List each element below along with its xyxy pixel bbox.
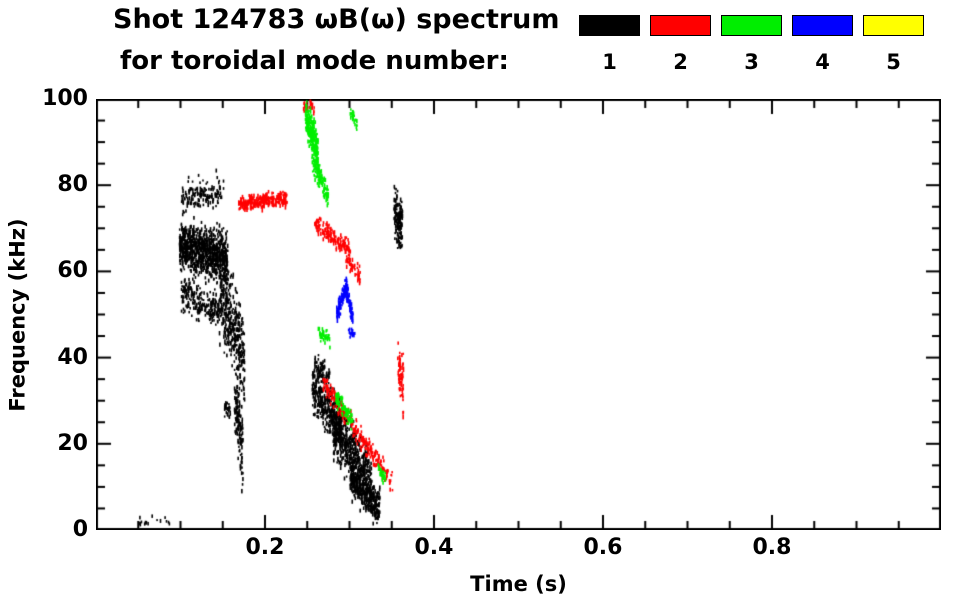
y-tick-label: 100 (42, 86, 88, 111)
legend-swatch-2 (650, 15, 711, 36)
y-tick-label: 60 (57, 258, 88, 284)
y-tick-label: 0 (72, 517, 88, 542)
chart-subtitle: for toroidal mode number: (120, 46, 509, 76)
legend-number-5: 5 (886, 50, 901, 74)
legend-swatch-4 (792, 15, 853, 36)
legend-number-1: 1 (602, 50, 617, 74)
legend-number-4: 4 (815, 50, 830, 74)
y-axis-label-wrap: Frequency (kHz) (0, 99, 36, 530)
x-axis-label: Time (s) (470, 572, 567, 596)
legend-swatch-3 (721, 15, 782, 36)
y-tick-label: 80 (57, 172, 88, 198)
legend-swatches (579, 15, 924, 36)
legend-swatch-5 (863, 15, 924, 36)
y-tick-label: 40 (57, 344, 88, 370)
x-tick-label: 0.2 (245, 535, 285, 560)
x-tick-label: 0.6 (583, 535, 623, 560)
y-axis-label: Frequency (kHz) (6, 217, 30, 412)
legend-numbers: 1 2 3 4 5 (579, 50, 924, 74)
x-tick-label: 0.8 (752, 535, 792, 560)
y-tick-label: 20 (57, 430, 88, 456)
legend-swatch-1 (579, 15, 640, 36)
plot-canvas (96, 99, 941, 530)
legend-number-2: 2 (673, 50, 688, 74)
x-tick-label: 0.4 (414, 535, 454, 560)
chart-title: Shot 124783 ωB(ω) spectrum (113, 4, 560, 35)
legend-number-3: 3 (744, 50, 759, 74)
